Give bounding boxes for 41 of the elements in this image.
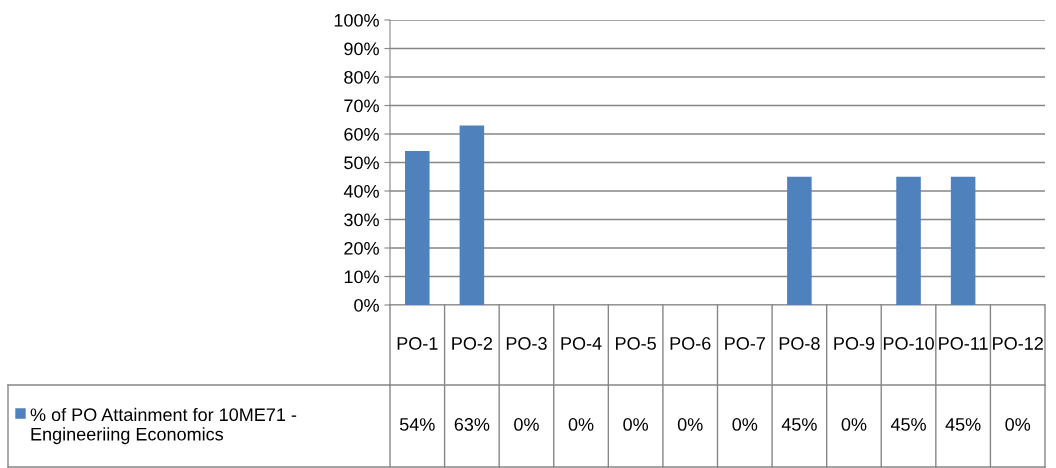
y-tick-label: 90% [344, 42, 379, 56]
y-tick-label: 60% [344, 127, 379, 141]
y-tick-label: 80% [344, 70, 379, 84]
x-tick-label: PO-3 [506, 337, 547, 350]
y-tick-label: 70% [344, 99, 379, 113]
bar [405, 151, 430, 305]
x-tick-label: PO-12 [993, 337, 1043, 350]
bar [787, 176, 812, 305]
data-label: 45% [890, 418, 926, 431]
x-tick-label: PO-2 [452, 337, 493, 350]
y-tick-label: 100% [334, 13, 379, 27]
data-label: 0% [514, 418, 539, 431]
y-tick-label: 30% [344, 213, 379, 227]
data-label: 63% [454, 418, 490, 431]
data-label: 45% [781, 418, 817, 431]
x-tick-label: PO-5 [616, 337, 656, 350]
x-tick-label: PO-4 [561, 337, 602, 350]
bar [896, 176, 921, 305]
data-label: 0% [1005, 418, 1031, 431]
bar [950, 176, 976, 305]
data-label: 54% [399, 418, 435, 431]
y-tick-label: 20% [344, 241, 379, 255]
x-tick-label: PO-7 [725, 337, 765, 350]
x-tick-label: PO-8 [779, 337, 820, 350]
y-tick-label: 10% [344, 270, 379, 284]
x-tick-label: PO-1 [397, 337, 438, 350]
x-tick-label: PO-10 [883, 337, 934, 350]
y-tick-label: 40% [343, 184, 379, 198]
legend-label: % of PO Attainment for 10ME71 - Engineeriing Economics [30, 407, 297, 445]
x-tick-label: PO-11 [939, 337, 988, 350]
x-tick-label: PO-6 [670, 337, 711, 350]
y-tick-label: 50% [344, 156, 379, 170]
data-label: 0% [568, 418, 594, 431]
data-label: 0% [732, 418, 758, 431]
y-tick-label: 0% [354, 298, 379, 312]
data-label: 0% [623, 418, 649, 431]
data-label: 0% [677, 418, 703, 431]
x-tick-label: PO-9 [834, 337, 875, 350]
data-label: 0% [841, 418, 867, 431]
data-label: 45% [945, 418, 981, 431]
bar [459, 125, 485, 305]
